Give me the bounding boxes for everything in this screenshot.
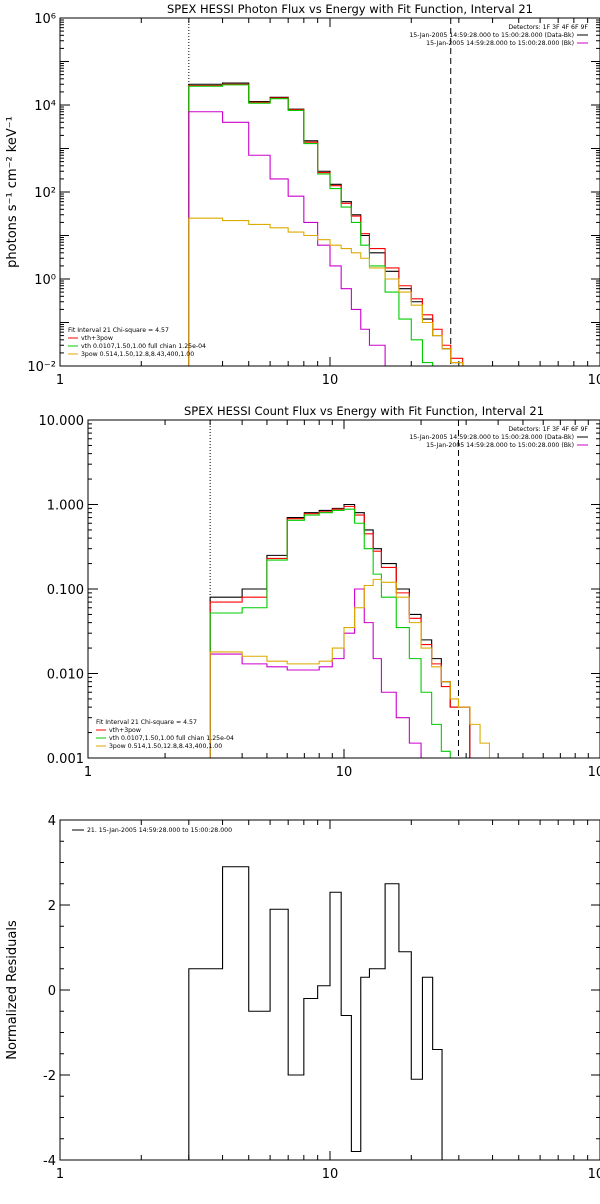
x-tick-label: 100	[588, 373, 600, 388]
legend-text: vth 0.0107,1.50,1.00 full chian 1.25e-04	[109, 735, 234, 742]
legend-bottom: Fit Interval 21 Chi-square = 4.57vth+3po…	[96, 719, 234, 750]
y-axis-label: Normalized Residuals	[5, 920, 20, 1060]
y-tick-label: 10.000	[39, 414, 85, 429]
series-line-5	[189, 218, 463, 371]
series-line-2	[210, 506, 470, 763]
plot-frame	[60, 820, 600, 1160]
series-line-2	[189, 84, 463, 371]
chart-title: SPEX HESSI Photon Flux vs Energy with Fi…	[167, 2, 533, 16]
series-line-4	[210, 589, 421, 763]
y-tick-label: 0	[48, 984, 56, 999]
y-tick-label: 2	[48, 899, 56, 914]
x-tick-label: 10	[336, 765, 353, 780]
y-tick-label: 10⁶	[34, 12, 56, 27]
legend-text: vth+3pow	[81, 335, 113, 342]
data-area	[210, 420, 489, 763]
y-tick-label: -2	[43, 1069, 56, 1084]
y-tick-label: -4	[43, 1154, 56, 1169]
chart-panel-3: 1 10 100 -4 -2 0 2 4 Normalized Residuals 21. 15-…	[5, 814, 600, 1182]
y-tick-label: 0.010	[47, 668, 84, 683]
legend-text: vth+3pow	[109, 727, 141, 734]
legend-text: 15-Jan-2005 14:59:28.000 to 15:00:28.000…	[409, 32, 574, 39]
series-line-3	[189, 85, 433, 371]
chart-panel-2: SPEX HESSI Count Flux vs Energy with Fit…	[39, 404, 600, 780]
x-tick-label: 1	[84, 765, 92, 780]
legend-bottom: Fit Interval 21 Chi-square = 4.57vth+3po…	[68, 327, 206, 358]
legend-text: Detectors: 1F 3F 4F 6F 9F	[508, 426, 588, 433]
series-line-3	[210, 509, 450, 763]
legend-text: 15-Jan-2005 14:59:28.000 to 15:00:28.000…	[426, 442, 574, 449]
legend-text: vth 0.0107,1.50,1.00 full chian 1.25e-04	[81, 343, 206, 350]
y-axis-label: photons s⁻¹ cm⁻² keV⁻¹	[5, 116, 20, 268]
y-tick-label: 0.001	[47, 752, 84, 767]
x-tick-label: 1	[56, 373, 64, 388]
x-tick-label: 1	[56, 1167, 64, 1182]
plot-frame	[88, 420, 600, 758]
legend-text: 15-Jan-2005 14:59:28.000 to 15:00:28.000…	[409, 434, 574, 441]
x-tick-label: 10	[322, 1167, 339, 1182]
x-tick-label: 10	[322, 373, 339, 388]
series-line-5	[210, 579, 489, 763]
y-tick-label: 4	[48, 814, 56, 829]
axis-ticks	[60, 820, 600, 1160]
chart-panel-1: SPEX HESSI Photon Flux vs Energy with Fi…	[5, 2, 600, 388]
legend-text: 3pow 0.514,1.50,12.8,8.43,400,1.00	[81, 351, 194, 358]
legend-top: 21. 15-Jan-2005 14:59:28.000 to 15:00:28…	[72, 827, 232, 834]
x-tick-label: 100	[588, 1167, 600, 1182]
x-tick-label: 100	[588, 765, 600, 780]
series-line-1	[210, 505, 470, 764]
y-tick-label: 10⁻²	[27, 360, 56, 375]
axis-ticks	[88, 420, 600, 758]
legend-text: Fit Interval 21 Chi-square = 4.57	[96, 719, 197, 726]
plot-frame	[60, 18, 600, 366]
series-line-4	[189, 112, 385, 371]
legend-text: 15-Jan-2005 14:59:28.000 to 15:00:28.000…	[426, 40, 574, 47]
series-line-1	[189, 867, 451, 1165]
y-tick-label: 10⁰	[34, 273, 56, 288]
legend-text: 21. 15-Jan-2005 14:59:28.000 to 15:00:28…	[87, 827, 232, 834]
series-line-1	[189, 83, 463, 371]
y-tick-label: 1.000	[47, 499, 84, 514]
legend-text: 3pow 0.514,1.50,12.8,8.43,400,1.00	[109, 743, 222, 750]
axis-ticks	[60, 18, 600, 366]
y-tick-label: 10²	[34, 186, 56, 201]
chart-title: SPEX HESSI Count Flux vs Energy with Fit…	[184, 404, 544, 418]
legend-text: Detectors: 1F 3F 4F 6F 9F	[508, 24, 588, 31]
legend-text: Fit Interval 21 Chi-square = 4.57	[68, 327, 169, 334]
data-area	[189, 18, 463, 371]
y-tick-label: 0.100	[47, 583, 84, 598]
data-area	[189, 867, 451, 1165]
y-tick-label: 10⁴	[34, 99, 56, 114]
